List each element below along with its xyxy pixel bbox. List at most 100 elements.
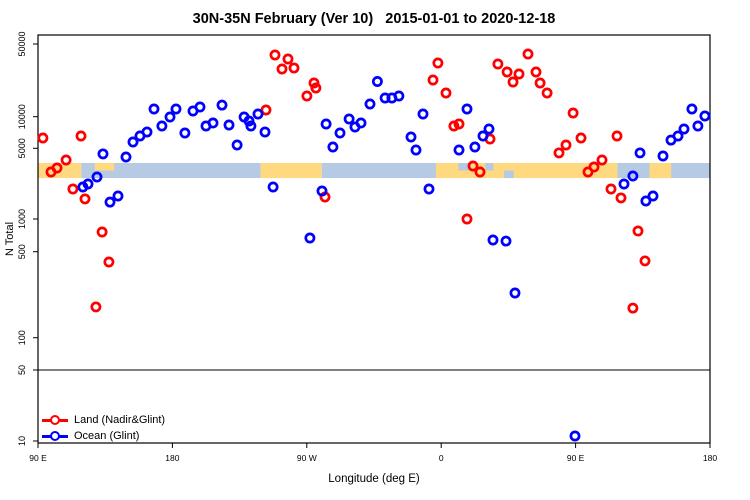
band-segment-ocean <box>321 162 436 179</box>
data-point-ocean <box>487 234 499 246</box>
data-point-ocean <box>267 181 279 193</box>
data-point-ocean <box>692 120 704 132</box>
data-point-ocean <box>223 119 235 131</box>
data-point-land <box>507 76 519 88</box>
legend-label-land: Land (Nadir&Glint) <box>74 414 166 426</box>
data-point-land <box>453 118 465 130</box>
data-point-ocean <box>477 130 489 142</box>
data-point-ocean <box>634 147 646 159</box>
data-point-land <box>79 193 91 205</box>
data-point-ocean <box>252 108 264 120</box>
chart-title: 30N-35N February (Ver 10) 2015-01-01 to … <box>192 11 556 27</box>
data-point-ocean <box>164 111 176 123</box>
data-point-ocean <box>82 178 94 190</box>
data-point-ocean <box>304 232 316 244</box>
data-point-land <box>501 66 513 78</box>
band-segment-ocean <box>81 162 261 179</box>
data-point-land <box>596 154 608 166</box>
data-point-ocean <box>334 127 346 139</box>
data-point-ocean <box>355 117 367 129</box>
band-patch-ocean <box>458 162 472 171</box>
x-tick-label: 90 W <box>297 453 317 463</box>
data-point-land <box>513 68 525 80</box>
y-tick-label: 100 <box>17 330 27 345</box>
data-point-ocean <box>316 185 328 197</box>
legend: Land (Nadir&Glint) Ocean (Glint) <box>42 412 165 444</box>
band-patch-land <box>649 162 672 179</box>
data-point-ocean <box>371 76 383 87</box>
data-point-land <box>588 161 600 173</box>
data-point-land <box>611 130 623 142</box>
data-point-ocean <box>379 92 391 104</box>
x-tick-label: 90 E <box>29 453 47 463</box>
data-point-ocean <box>259 126 271 138</box>
data-point-land <box>522 48 534 60</box>
data-point-ocean <box>657 150 669 162</box>
data-point-ocean <box>327 141 339 153</box>
data-point-land <box>467 160 479 172</box>
data-point-ocean <box>245 120 257 132</box>
data-point-ocean <box>618 178 630 190</box>
data-point-ocean <box>699 110 711 122</box>
x-axis-title: Longitude (deg E) <box>328 473 420 485</box>
data-point-ocean <box>364 98 376 110</box>
band-patch-land <box>94 162 115 171</box>
data-point-ocean <box>405 131 417 143</box>
data-point-ocean <box>453 144 465 156</box>
y-tick-label: 50 <box>17 365 27 375</box>
data-point-land <box>60 154 72 166</box>
x-tick-label: 180 <box>703 453 717 463</box>
data-point-land <box>310 82 322 94</box>
y-tick-label: 50000 <box>17 31 27 56</box>
data-point-ocean <box>104 196 116 208</box>
data-point-land <box>575 132 587 144</box>
data-point-ocean <box>97 148 109 160</box>
data-point-land <box>448 120 460 132</box>
data-point-land <box>474 166 486 178</box>
data-point-ocean <box>148 103 160 115</box>
data-point-ocean <box>91 171 103 183</box>
y-tick-label: 500 <box>17 244 27 259</box>
data-point-ocean <box>216 99 228 111</box>
band-segment-land <box>260 162 322 179</box>
data-point-land <box>90 301 102 313</box>
data-point-ocean <box>207 117 219 129</box>
data-point-land <box>308 77 320 89</box>
data-point-ocean <box>410 144 422 156</box>
data-point-ocean <box>343 113 355 125</box>
data-point-ocean <box>423 183 435 195</box>
data-point-ocean <box>194 101 206 113</box>
legend-item-ocean: Ocean (Glint) <box>42 428 165 444</box>
data-point-land <box>553 147 565 159</box>
data-point-ocean <box>156 120 168 132</box>
data-point-land <box>639 255 651 267</box>
data-point-land <box>96 226 108 238</box>
data-point-ocean <box>647 190 659 202</box>
y-tick-label: 10000 <box>17 104 27 129</box>
data-point-land <box>301 90 313 102</box>
data-point-land <box>560 139 572 151</box>
data-point-land <box>103 256 115 268</box>
data-point-land <box>75 130 87 142</box>
data-point-ocean <box>179 127 191 139</box>
data-point-land <box>632 225 644 237</box>
data-point-land <box>282 53 294 65</box>
data-point-ocean <box>243 115 255 127</box>
data-point-ocean <box>170 103 182 115</box>
data-point-land <box>461 213 473 225</box>
data-point-land <box>567 107 579 119</box>
data-point-land <box>260 104 272 116</box>
data-point-ocean <box>469 141 481 153</box>
data-point-ocean <box>509 287 521 299</box>
data-point-ocean <box>393 90 405 102</box>
y-tick-label: 5000 <box>17 138 27 158</box>
legend-label-ocean: Ocean (Glint) <box>74 430 140 442</box>
data-point-land <box>432 57 444 69</box>
band-patch-ocean <box>485 162 494 171</box>
data-point-land <box>492 58 504 70</box>
data-point-ocean <box>112 190 124 202</box>
data-point-ocean <box>686 103 698 115</box>
data-point-land <box>269 49 281 61</box>
data-point-land <box>440 87 452 99</box>
